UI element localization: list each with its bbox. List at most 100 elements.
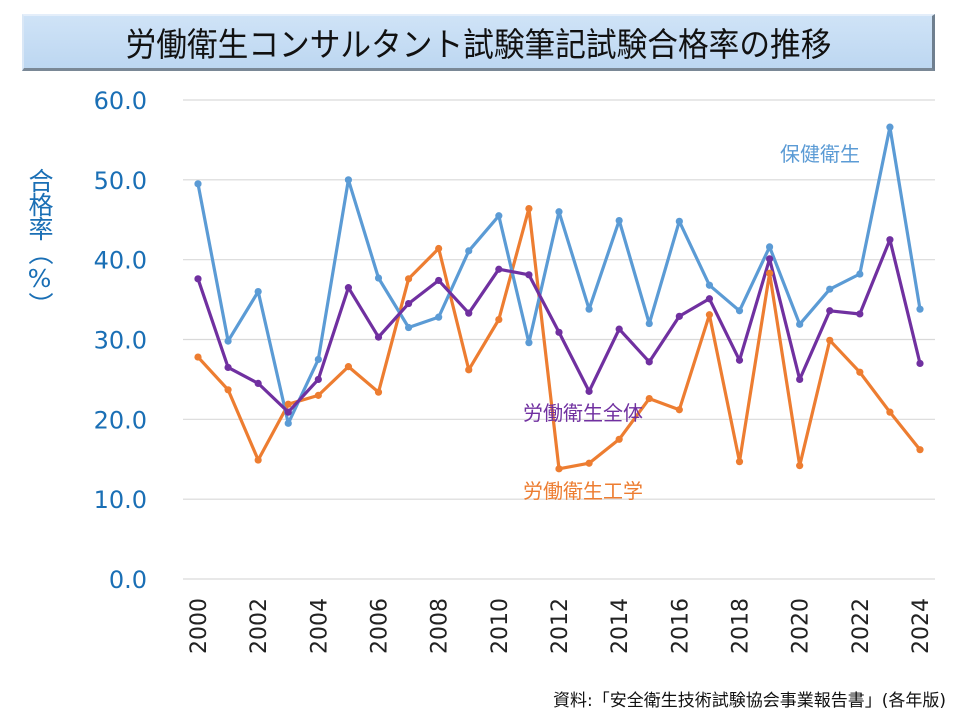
data-point [916,305,924,313]
x-tick-label: 2018 [729,598,754,654]
data-point [525,339,533,347]
x-tick-label: 2004 [307,598,332,654]
data-point [585,459,593,467]
data-point [465,247,473,255]
data-point [495,212,503,220]
x-tick-label: 2006 [368,598,393,654]
data-point [615,216,623,225]
data-point [886,408,894,416]
data-point [916,359,924,368]
x-tick-label: 2024 [909,598,934,654]
y-tick-labels: 0.0 10.0 20.0 30.0 40.0 50.0 60.0 [94,87,147,594]
data-point [555,208,563,216]
y-axis-label: 合格率（%） [25,168,54,316]
data-point [435,313,443,321]
data-point [856,270,864,278]
gridlines [183,99,935,580]
data-point [796,320,804,328]
data-point [555,465,563,473]
data-point [194,180,202,188]
data-point [735,356,744,364]
data-point [826,285,834,293]
data-point [525,271,533,279]
data-point [585,305,593,313]
data-point [254,379,262,388]
data-point [615,435,623,443]
data-point [495,265,503,273]
x-tick-label: 2014 [608,598,633,654]
data-point [374,333,383,341]
y-tick-label: 40.0 [94,247,147,275]
data-point [555,328,563,336]
data-point [645,319,653,328]
data-point [435,244,443,253]
data-point [585,387,593,395]
data-point [495,315,503,324]
data-point [374,388,383,396]
data-point [224,337,232,345]
source-note: 資料:「安全衛生技術試験協会事業報告書」(各年版) [553,691,946,711]
y-tick-label: 60.0 [94,87,147,115]
data-point [404,299,413,308]
x-tick-label: 2010 [488,598,513,654]
data-point [645,358,653,366]
data-point [314,355,322,364]
data-point [435,276,443,285]
data-point [615,325,623,333]
data-point [735,458,744,466]
x-tick-labels: 2000 2002 2004 2006 2008 2010 2012 2014 2016 2018… [187,598,934,654]
x-tick-label: 2022 [849,598,874,654]
y-tick-label: 10.0 [94,486,147,514]
data-point [886,236,894,244]
data-point [765,243,774,251]
data-point [284,408,292,416]
x-tick-label: 2002 [247,598,272,654]
data-point [254,288,262,296]
data-point [314,375,322,384]
data-point [705,311,714,319]
series-label-zentai: 労働衛生全体 [523,401,643,425]
data-point [705,295,714,303]
data-point [705,281,714,289]
x-tick-label: 2008 [428,598,453,654]
data-point [314,391,322,399]
data-point [916,446,924,454]
data-point [675,217,683,225]
data-point [796,462,804,470]
data-point [194,275,202,283]
data-point [525,204,533,213]
x-tick-label: 2020 [789,598,814,654]
y-tick-label: 30.0 [94,327,147,355]
data-point [765,269,774,277]
data-point [404,323,413,332]
data-point [224,363,232,372]
chart-title: 労働衛生コンサルタント試験筆記試験合格率の推移 [125,25,831,64]
series-label-kogaku: 労働衛生工学 [523,479,643,503]
x-tick-label: 2016 [668,598,693,654]
data-point [284,419,292,427]
series-points [194,123,924,473]
data-point [194,353,202,361]
data-point [826,336,834,344]
y-tick-label: 50.0 [94,167,147,195]
data-point [735,307,744,315]
data-point [374,274,383,282]
y-tick-label: 20.0 [94,406,147,434]
series-line-2 [196,207,922,471]
series-line-0 [196,125,922,425]
data-point [826,307,834,315]
data-point [404,275,413,283]
data-point [796,375,804,384]
data-point [284,400,292,408]
data-point [224,386,232,394]
x-tick-label: 2012 [548,598,573,654]
series-label-hoken: 保健衛生 [780,142,860,166]
data-point [675,406,683,414]
data-point [856,310,864,318]
data-point [344,176,353,184]
data-point [886,123,894,131]
data-point [856,368,864,376]
data-point [254,456,262,464]
x-tick-label: 2000 [187,598,212,654]
